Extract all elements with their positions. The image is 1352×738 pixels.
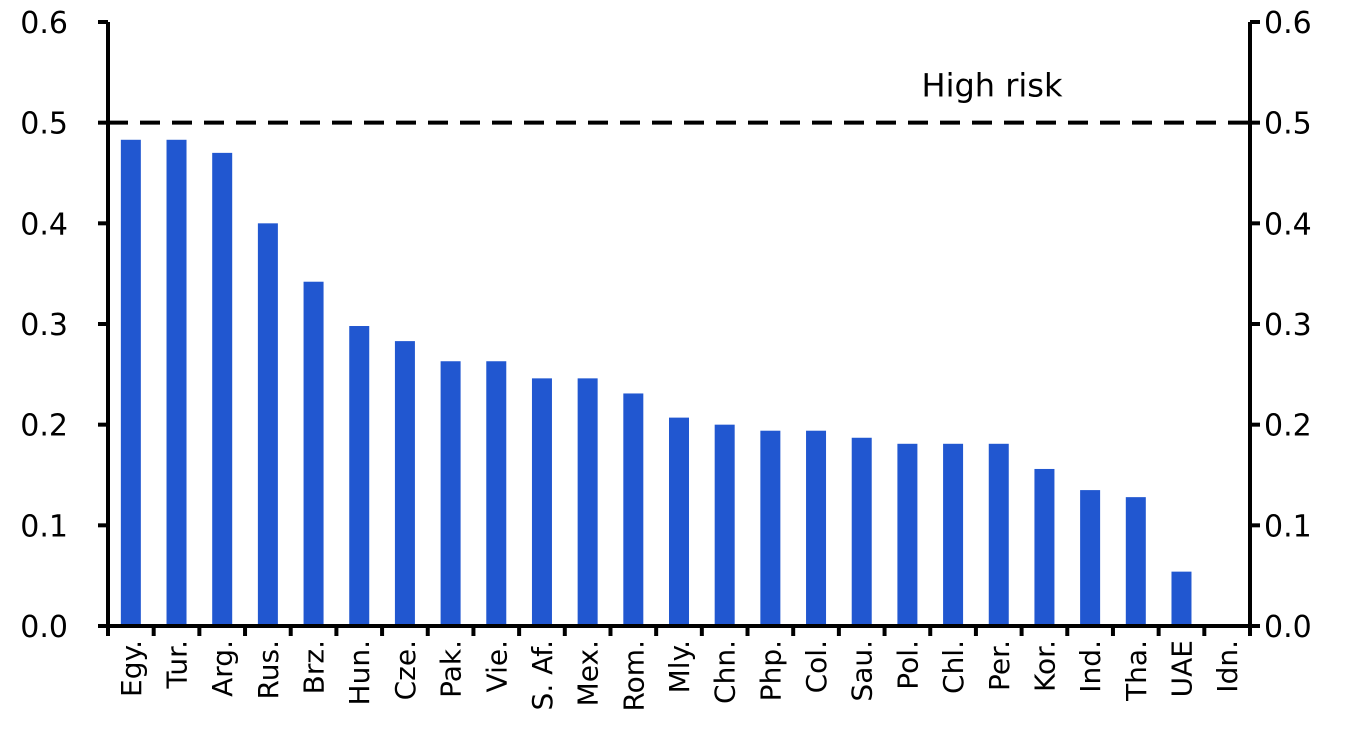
category-label: Tha. — [1120, 640, 1153, 702]
category-label: Php. — [754, 640, 787, 701]
left-tick-label: 0.2 — [20, 409, 68, 444]
right-tick-label: 0.5 — [1264, 107, 1312, 142]
category-label: Per. — [983, 640, 1016, 691]
bar-saf — [531, 378, 552, 626]
category-label: Kor. — [1028, 640, 1061, 692]
category-label: Rom. — [617, 640, 650, 712]
bar-sau — [851, 437, 872, 626]
bar-per — [988, 443, 1009, 626]
bar-hun — [349, 326, 370, 626]
bar-pol — [897, 443, 918, 626]
category-label: Sau. — [846, 640, 879, 702]
category-label: Chl. — [937, 640, 970, 694]
category-label: Mex. — [572, 640, 605, 706]
bar-php — [760, 430, 781, 626]
high-risk-label: High risk — [922, 67, 1063, 105]
category-label: Chn. — [709, 640, 742, 704]
left-tick-label: 0.1 — [20, 509, 68, 544]
category-label: Mly. — [663, 640, 696, 693]
category-label: Brz. — [298, 640, 331, 694]
right-tick-label: 0.0 — [1264, 610, 1312, 645]
left-tick-label: 0.5 — [20, 107, 68, 142]
category-label: Pol. — [891, 640, 924, 690]
category-label: S. Af. — [526, 640, 559, 710]
bar-egy — [120, 139, 141, 626]
category-label: Vie. — [480, 640, 513, 692]
bar-vie — [486, 361, 507, 626]
category-label: Egy. — [115, 640, 148, 697]
left-y-axis: 0.0 0.1 0.2 0.3 0.4 0.5 0.6 — [20, 6, 110, 645]
category-label: Idn. — [1211, 640, 1244, 693]
bar-rom — [623, 393, 644, 626]
category-label: Hun. — [343, 640, 376, 705]
bar-kor — [1034, 468, 1055, 626]
bar-arg — [212, 152, 233, 626]
category-label: Col. — [800, 640, 833, 693]
bar-tha — [1125, 497, 1146, 626]
right-tick-label: 0.6 — [1264, 6, 1312, 41]
bar-pak — [440, 361, 461, 626]
left-tick-label: 0.0 — [20, 610, 68, 645]
left-tick-label: 0.4 — [20, 207, 68, 242]
bar-cze — [394, 341, 415, 626]
right-tick-label: 0.3 — [1264, 308, 1312, 343]
bar-chl — [943, 443, 964, 626]
left-tick-label: 0.6 — [20, 6, 68, 41]
bar-brz — [303, 281, 324, 626]
right-tick-label: 0.1 — [1264, 509, 1312, 544]
right-tick-label: 0.2 — [1264, 409, 1312, 444]
bar-series — [120, 139, 1192, 627]
bar-chn — [714, 424, 735, 626]
category-label: Ind. — [1074, 640, 1107, 693]
category-label: Rus. — [252, 640, 285, 699]
x-axis: Egy. Tur. Arg. Rus. Brz. Hun. Cze. Pak. Vie. S. A… — [106, 624, 1252, 712]
category-label: Arg. — [206, 640, 239, 697]
category-label: Tur. — [161, 640, 194, 689]
bar-mex — [577, 378, 598, 626]
bar-ind — [1080, 490, 1101, 626]
bar-tur — [166, 139, 187, 626]
right-y-axis: 0.0 0.1 0.2 0.3 0.4 0.5 0.6 — [1248, 6, 1312, 645]
category-label: UAE — [1165, 640, 1198, 697]
bar-uae — [1171, 571, 1192, 626]
category-label: Pak. — [435, 640, 468, 698]
bar-rus — [257, 223, 278, 627]
threshold-group: High risk — [108, 67, 1250, 125]
bar-col — [806, 430, 827, 626]
bar-mly — [669, 417, 689, 626]
left-tick-label: 0.3 — [20, 308, 68, 343]
category-label: Cze. — [389, 640, 422, 700]
right-tick-label: 0.4 — [1264, 207, 1312, 242]
